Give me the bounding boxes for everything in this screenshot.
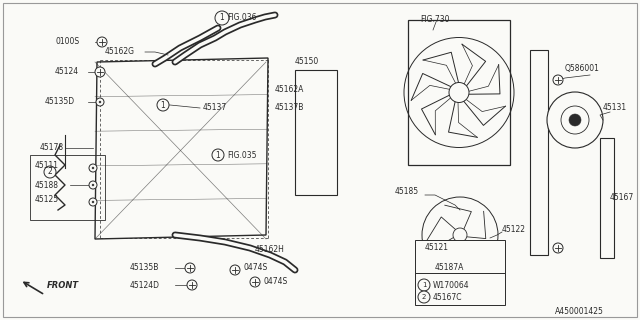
Circle shape bbox=[157, 99, 169, 111]
Circle shape bbox=[44, 166, 56, 178]
Text: 45124: 45124 bbox=[55, 68, 79, 76]
Text: FRONT: FRONT bbox=[47, 281, 79, 290]
Text: 1: 1 bbox=[216, 150, 220, 159]
Text: 45150: 45150 bbox=[295, 58, 319, 67]
Text: 45137B: 45137B bbox=[275, 103, 305, 113]
Bar bbox=[600, 138, 614, 258]
Circle shape bbox=[92, 184, 94, 186]
Circle shape bbox=[561, 106, 589, 134]
Circle shape bbox=[212, 149, 224, 161]
Text: 45122: 45122 bbox=[502, 226, 526, 235]
Text: 45137: 45137 bbox=[203, 103, 227, 113]
Text: 45131: 45131 bbox=[603, 103, 627, 113]
Circle shape bbox=[89, 181, 97, 189]
Circle shape bbox=[453, 228, 467, 242]
Text: FIG.730: FIG.730 bbox=[420, 15, 449, 25]
Text: 45135B: 45135B bbox=[130, 263, 159, 273]
Text: 45188: 45188 bbox=[35, 180, 59, 189]
Circle shape bbox=[187, 280, 197, 290]
Text: FIG.035: FIG.035 bbox=[227, 150, 257, 159]
Text: 1: 1 bbox=[161, 100, 165, 109]
Circle shape bbox=[99, 101, 101, 103]
Circle shape bbox=[449, 83, 469, 102]
Text: 0474S: 0474S bbox=[263, 277, 287, 286]
Text: 45187A: 45187A bbox=[435, 263, 465, 273]
Circle shape bbox=[553, 243, 563, 253]
Circle shape bbox=[92, 201, 94, 203]
Circle shape bbox=[418, 291, 430, 303]
Text: 45121: 45121 bbox=[425, 244, 449, 252]
Circle shape bbox=[89, 198, 97, 206]
Bar bbox=[415, 240, 505, 275]
Text: FIG.036: FIG.036 bbox=[227, 13, 257, 22]
Bar bbox=[530, 50, 548, 255]
Text: 1: 1 bbox=[220, 13, 225, 22]
Text: 45162H: 45162H bbox=[255, 245, 285, 254]
Circle shape bbox=[215, 11, 229, 25]
Circle shape bbox=[96, 98, 104, 106]
Text: 45162A: 45162A bbox=[275, 85, 305, 94]
Text: 45124D: 45124D bbox=[130, 281, 160, 290]
Text: 2: 2 bbox=[47, 167, 52, 177]
Text: 0100S: 0100S bbox=[55, 37, 79, 46]
Text: 0474S: 0474S bbox=[243, 263, 268, 273]
Circle shape bbox=[553, 75, 563, 85]
Circle shape bbox=[95, 67, 105, 77]
Text: W170064: W170064 bbox=[433, 281, 470, 290]
Circle shape bbox=[547, 92, 603, 148]
Bar bbox=[415, 273, 505, 305]
Text: 2: 2 bbox=[422, 294, 426, 300]
Circle shape bbox=[97, 37, 107, 47]
Text: 45111: 45111 bbox=[35, 161, 59, 170]
Circle shape bbox=[92, 167, 94, 169]
Text: Q586001: Q586001 bbox=[565, 63, 600, 73]
Text: 45135D: 45135D bbox=[45, 98, 75, 107]
Circle shape bbox=[89, 164, 97, 172]
Circle shape bbox=[230, 265, 240, 275]
Text: 45167: 45167 bbox=[610, 194, 634, 203]
Text: A450001425: A450001425 bbox=[555, 308, 604, 316]
Bar bbox=[408, 20, 510, 165]
Circle shape bbox=[418, 279, 430, 291]
Circle shape bbox=[250, 277, 260, 287]
Bar bbox=[295, 70, 337, 195]
Text: 45178: 45178 bbox=[40, 143, 64, 153]
Text: 45185: 45185 bbox=[395, 188, 419, 196]
Bar bbox=[30, 155, 105, 220]
Circle shape bbox=[185, 263, 195, 273]
Text: 45162G: 45162G bbox=[105, 47, 135, 57]
Text: 45125: 45125 bbox=[35, 196, 59, 204]
Text: 45167C: 45167C bbox=[433, 292, 463, 301]
Circle shape bbox=[569, 114, 581, 126]
Text: 1: 1 bbox=[422, 282, 426, 288]
